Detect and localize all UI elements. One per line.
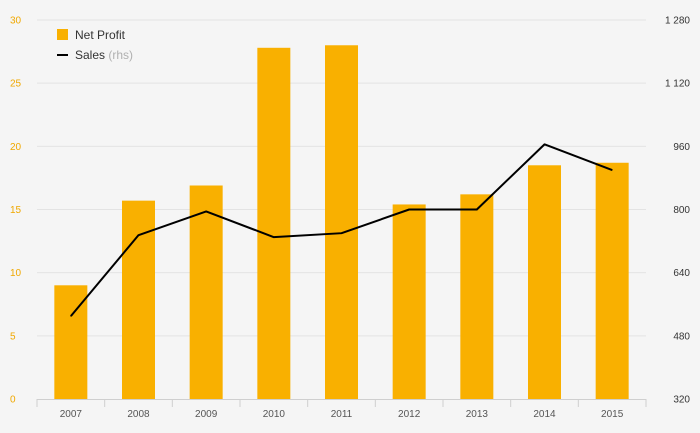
x-axis (36, 399, 647, 407)
right-tick-label-1120: 1 120 (665, 79, 690, 90)
bar-net-profit-2013 (460, 194, 494, 399)
bar-net-profit-2011 (325, 45, 358, 400)
bar-net-profit-2010 (257, 47, 291, 399)
x-axis-ticks: 2007 2008 2009 2010 2011 2012 2013 2014 2015 (60, 409, 624, 420)
bar-net-profit-2008 (122, 200, 155, 399)
left-tick-label-10: 10 (10, 268, 22, 279)
x-tick-label-2014: 2014 (533, 409, 556, 420)
x-tick-label-2011: 2011 (331, 409, 353, 420)
left-tick-label-25: 25 (10, 79, 22, 90)
x-tick-label-2007: 2007 (60, 409, 83, 420)
x-tick-label-2008: 2008 (127, 409, 150, 420)
sales-point-2015 (611, 169, 613, 171)
bar-net-profit-2015 (595, 162, 629, 399)
right-tick-label-480: 480 (673, 331, 690, 342)
right-tick-label-960: 960 (673, 142, 690, 153)
legend-label-sales: Sales (rhs) (75, 48, 133, 62)
x-tick-label-2010: 2010 (263, 409, 286, 420)
right-tick-label-800: 800 (673, 205, 690, 216)
legend-label-sales-suffix: (rhs) (108, 48, 133, 62)
x-tick-label-2009: 2009 (195, 409, 218, 420)
left-tick-label-5: 5 (10, 331, 16, 342)
right-axis-ticks: 320 480 640 800 960 1 120 1 280 (665, 16, 690, 406)
sales-point-2011 (341, 232, 342, 234)
legend-swatch-net-profit (57, 29, 68, 40)
right-tick-label-640: 640 (673, 268, 690, 279)
legend: Net Profit Sales (rhs) (57, 28, 133, 62)
x-tick-label-2013: 2013 (466, 409, 489, 420)
sales-point-2012 (408, 209, 410, 210)
sales-point-2008 (138, 234, 139, 236)
x-tick-label-2012: 2012 (398, 409, 421, 420)
bar-net-profit-2012 (392, 204, 426, 399)
left-tick-label-30: 30 (10, 16, 22, 27)
sales-point-2014 (544, 143, 545, 145)
sales-point-2013 (476, 209, 478, 210)
left-tick-label-0: 0 (10, 395, 16, 406)
left-tick-label-20: 20 (10, 142, 22, 153)
x-tick-label-2015: 2015 (601, 409, 624, 420)
right-tick-label-320: 320 (673, 395, 690, 406)
legend-label-sales-name: Sales (75, 48, 105, 62)
sales-point-2010 (273, 236, 275, 238)
left-tick-label-15: 15 (10, 205, 22, 216)
left-axis-ticks: 0 5 10 15 20 25 30 (10, 16, 22, 406)
legend-label-net-profit: Net Profit (75, 28, 126, 42)
net-profit-bars (54, 45, 629, 400)
sales-line-group (70, 143, 613, 317)
sales-point-2007 (70, 315, 72, 317)
bar-net-profit-2009 (189, 185, 223, 399)
sales-point-2009 (205, 210, 207, 212)
bar-net-profit-2014 (528, 165, 561, 399)
right-tick-label-1280: 1 280 (665, 16, 690, 27)
